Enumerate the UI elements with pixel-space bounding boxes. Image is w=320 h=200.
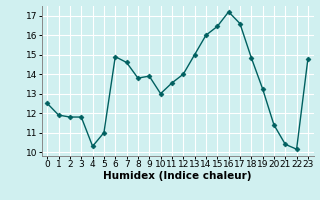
X-axis label: Humidex (Indice chaleur): Humidex (Indice chaleur) xyxy=(103,171,252,181)
